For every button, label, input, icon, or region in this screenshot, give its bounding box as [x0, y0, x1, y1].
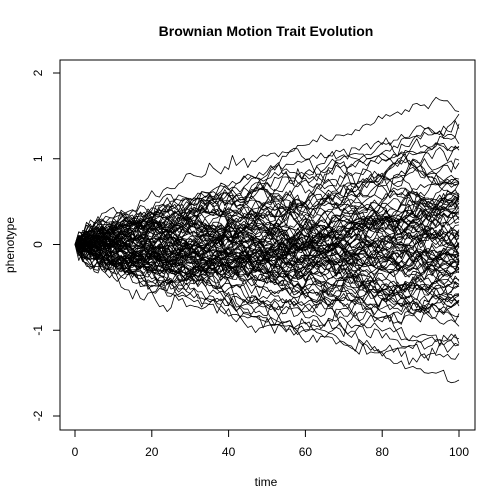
series-line	[74, 223, 460, 344]
series-line	[74, 206, 460, 259]
series-line	[74, 190, 460, 256]
x-tick-label: 20	[145, 445, 159, 459]
series-line	[74, 232, 460, 307]
series-line	[74, 241, 460, 303]
series-line	[74, 244, 460, 327]
series-line	[74, 243, 460, 366]
series-layer	[74, 96, 460, 384]
x-tick-label: 80	[376, 445, 390, 459]
y-tick-label: 1	[31, 155, 45, 162]
x-tick-label: 0	[72, 445, 79, 459]
x-axis: 0 20 40 60 80 100	[72, 429, 469, 459]
series-line	[74, 158, 460, 253]
x-tick-label: 100	[449, 445, 469, 459]
x-axis-label: time	[255, 475, 278, 489]
chart-title: Brownian Motion Trait Evolution	[159, 23, 374, 39]
x-tick-label: 40	[222, 445, 236, 459]
y-tick-label: -2	[31, 410, 45, 421]
x-tick-label: 60	[299, 445, 313, 459]
series-line	[74, 237, 460, 310]
y-tick-label: 0	[31, 241, 45, 248]
y-tick-label: -1	[31, 325, 45, 336]
series-line	[74, 187, 460, 274]
series-line	[74, 113, 460, 245]
series-line	[74, 188, 460, 252]
series-line	[74, 210, 460, 288]
y-axis-label: phenotype	[3, 217, 17, 273]
series-line	[74, 191, 460, 247]
series-line	[74, 153, 460, 254]
series-line	[74, 232, 460, 281]
series-line	[74, 96, 460, 247]
series-line	[74, 242, 460, 286]
series-line	[74, 219, 460, 323]
series-line	[74, 161, 460, 245]
series-line	[74, 204, 460, 252]
series-line	[74, 242, 460, 275]
y-axis: -2 -1 0 1 2	[31, 69, 61, 421]
series-line	[74, 244, 460, 311]
y-tick-label: 2	[31, 69, 45, 76]
